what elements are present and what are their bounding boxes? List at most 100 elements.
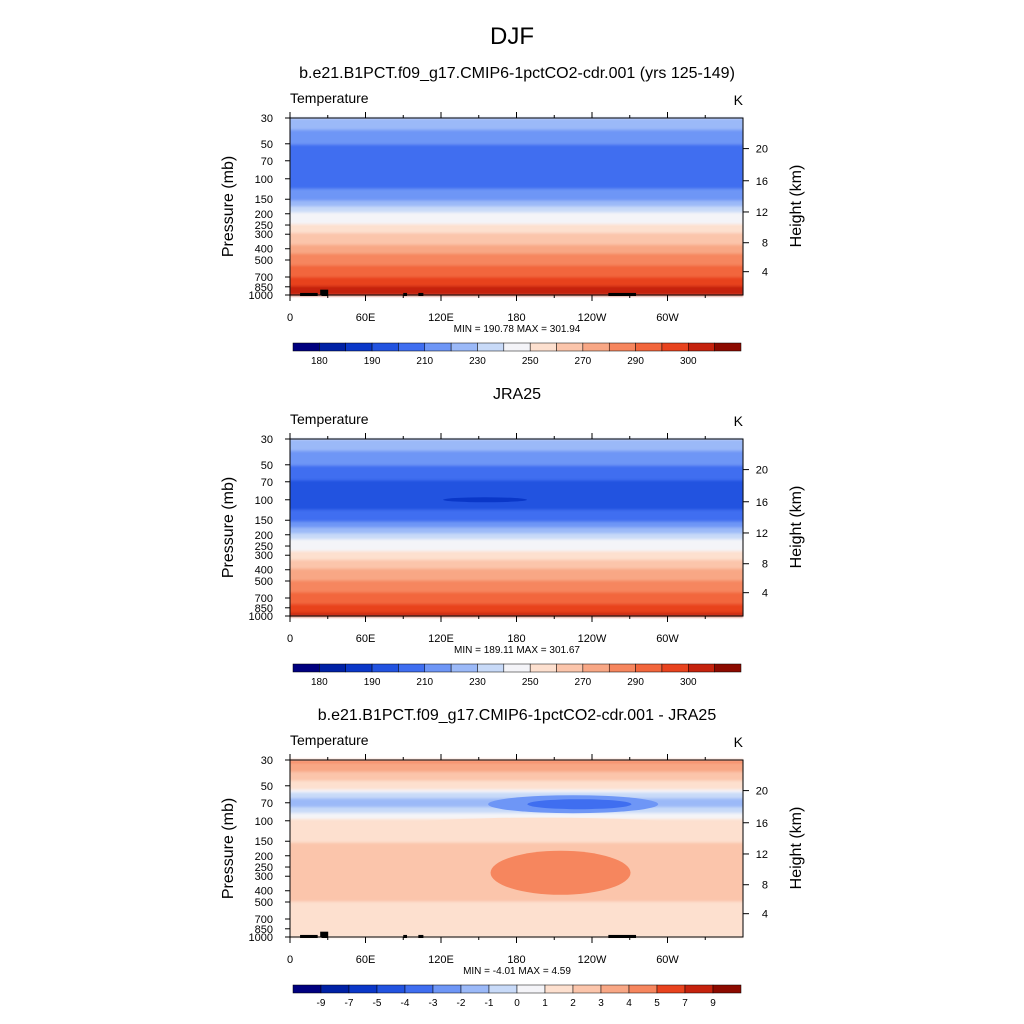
- field-band: [290, 486, 743, 490]
- colorbar-label: -5: [373, 998, 382, 1009]
- colorbar-box: [712, 984, 742, 994]
- field-band: [290, 895, 743, 900]
- y-tick-label: 400: [255, 886, 273, 898]
- x-tick-label: 120W: [578, 954, 607, 966]
- field-band: [290, 545, 743, 549]
- y-tick-label: 30: [261, 755, 273, 767]
- height-tick-label: 12: [756, 528, 768, 540]
- colorbar-label: 210: [416, 356, 433, 367]
- field-band: [290, 126, 743, 131]
- field-band: [290, 842, 743, 847]
- y-tick-label: 1000: [249, 290, 273, 302]
- panel-title: b.e21.B1PCT.f09_g17.CMIP6-1pctCO2-cdr.00…: [318, 707, 717, 724]
- colorbar-box: [345, 342, 373, 352]
- y-tick-label: 850: [255, 282, 273, 294]
- field-band: [290, 848, 743, 853]
- colorbar-box: [424, 663, 452, 673]
- field-band: [290, 439, 743, 443]
- field-band: [290, 845, 743, 850]
- field-band: [290, 610, 743, 614]
- colorbar-box: [688, 663, 715, 673]
- panel-1: b.e21.B1PCT.f09_g17.CMIP6-1pctCO2-cdr.00…: [220, 65, 805, 367]
- colorbar-box: [348, 984, 378, 994]
- min-max-stats: MIN = 189.11 MAX = 301.67: [454, 645, 580, 656]
- field-band: [290, 565, 743, 570]
- panel-title: JRA25: [493, 386, 541, 403]
- field-band: [290, 833, 743, 838]
- colorbar-label: -4: [401, 998, 410, 1009]
- x-tick-label: 60W: [656, 954, 679, 966]
- colorbar-box: [635, 342, 663, 352]
- field-band: [290, 913, 743, 917]
- field-band: [290, 904, 743, 909]
- field-band: [290, 780, 743, 785]
- y-tick-label: 250: [255, 541, 273, 553]
- panel-title: b.e21.B1PCT.f09_g17.CMIP6-1pctCO2-cdr.00…: [299, 65, 735, 82]
- field-band: [290, 783, 743, 788]
- field-band: [290, 919, 743, 923]
- field-band: [290, 265, 743, 270]
- field-band: [290, 462, 743, 467]
- topography: [320, 289, 329, 295]
- height-tick-label: 4: [762, 267, 768, 279]
- field-band: [290, 144, 743, 149]
- colorbar-box: [544, 984, 574, 994]
- field-band: [290, 179, 743, 184]
- y-tick-label: 850: [255, 603, 273, 615]
- figure-title: DJF: [490, 23, 534, 50]
- colorbar-box: [572, 984, 602, 994]
- colorbar-label: 290: [627, 356, 644, 367]
- colorbar-box: [661, 342, 689, 352]
- field-band: [290, 468, 743, 473]
- field-band: [290, 595, 743, 599]
- field-band: [290, 450, 743, 455]
- field-band: [290, 548, 743, 552]
- y-tick-label: 70: [261, 798, 273, 810]
- field-band: [290, 524, 743, 529]
- field-band: [290, 206, 743, 211]
- colorbar-box: [516, 984, 546, 994]
- x-tick-label: 0: [287, 312, 293, 324]
- field-band: [290, 589, 743, 593]
- y-tick-label: 70: [261, 477, 273, 489]
- topography: [418, 934, 424, 938]
- field-band: [290, 188, 743, 193]
- colorbar-box: [292, 663, 320, 673]
- field-band: [290, 453, 743, 458]
- field-band: [290, 162, 743, 166]
- colorbar-box: [424, 342, 452, 352]
- colorbar-box: [714, 663, 742, 673]
- field-band: [290, 762, 743, 767]
- colorbar-label: 180: [311, 677, 328, 688]
- field-band: [290, 795, 743, 799]
- y-tick-label: 400: [255, 244, 273, 256]
- x-tick-label: 180: [507, 633, 525, 645]
- height-tick-label: 4: [762, 588, 768, 600]
- y-tick-label: 850: [255, 924, 273, 936]
- field-band: [290, 209, 743, 213]
- topography: [418, 292, 424, 296]
- field-band: [290, 241, 743, 246]
- colorbar-box: [503, 342, 531, 352]
- field-band: [290, 601, 743, 605]
- field-band: [290, 132, 743, 137]
- field-band: [290, 182, 743, 187]
- field-band: [290, 233, 743, 237]
- y-tick-label: 500: [255, 576, 273, 588]
- height-tick-label: 12: [756, 207, 768, 219]
- y-tick-label: 1000: [249, 932, 273, 944]
- contour-field: [290, 760, 743, 938]
- field-band: [290, 512, 743, 517]
- colorbar-box: [450, 342, 478, 352]
- panel-3: b.e21.B1PCT.f09_g17.CMIP6-1pctCO2-cdr.00…: [220, 707, 805, 1009]
- topography: [608, 934, 637, 938]
- near-zero-anomaly: [401, 817, 682, 834]
- field-band: [290, 557, 743, 561]
- field-band: [290, 551, 743, 555]
- field-band: [290, 500, 743, 505]
- height-axis-label: Height (km): [788, 486, 805, 569]
- field-band: [290, 174, 743, 178]
- y-tick-label: 400: [255, 565, 273, 577]
- field-band: [290, 171, 743, 175]
- y-tick-label: 30: [261, 113, 273, 125]
